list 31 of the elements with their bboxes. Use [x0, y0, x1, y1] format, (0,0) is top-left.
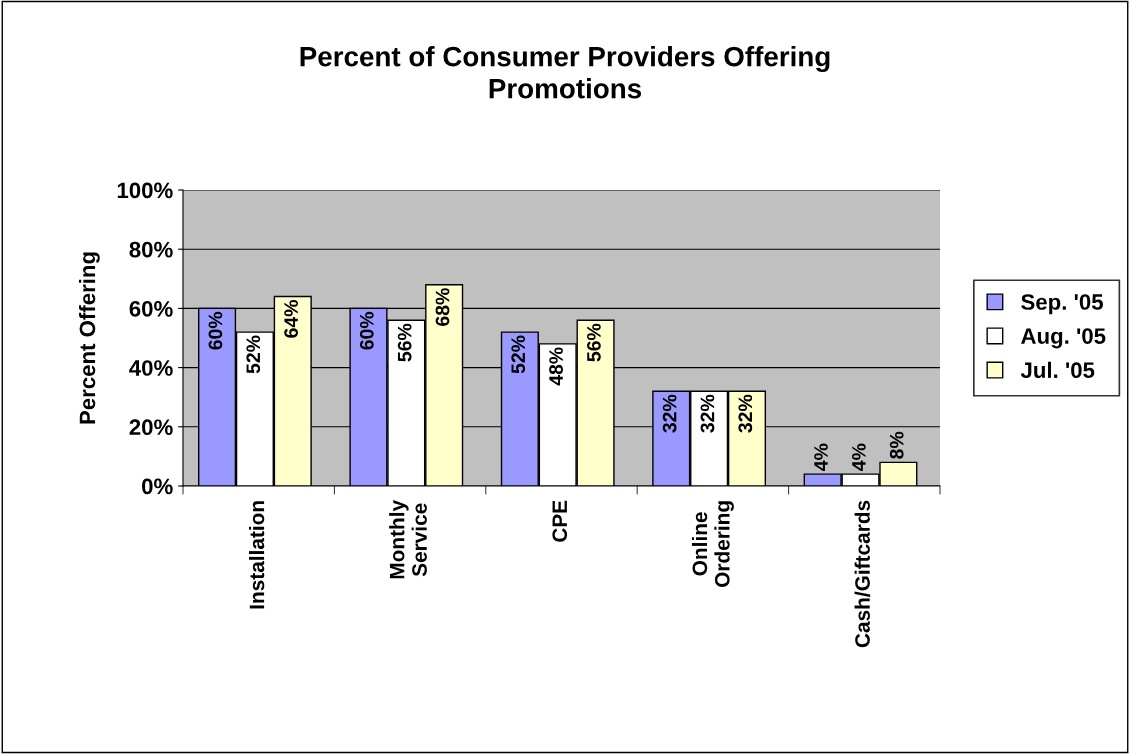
y-tick-label: 100% — [117, 182, 173, 199]
y-tick-label: 0% — [142, 478, 173, 495]
x-tick-label: Online Ordering — [691, 501, 734, 587]
legend-label: Sep. '05 — [1021, 294, 1103, 315]
x-tick-label: Installation — [248, 501, 265, 609]
y-axis-title: Percent Offering — [78, 252, 100, 424]
data-label: 4% — [814, 443, 828, 471]
data-label: 32% — [700, 394, 715, 433]
data-label: 56% — [587, 323, 601, 362]
data-label: 52% — [511, 335, 526, 374]
chart-title: Percent of Consumer Providers Offering Promotions — [300, 46, 830, 99]
legend-label: Aug. '05 — [1021, 328, 1106, 349]
data-label: 32% — [662, 394, 677, 433]
data-label: 60% — [208, 311, 223, 350]
data-label: 68% — [435, 288, 450, 326]
data-label: 8% — [889, 431, 904, 459]
y-tick-label: 40% — [129, 360, 173, 376]
data-label: 52% — [246, 335, 261, 374]
data-label: 60% — [359, 311, 374, 350]
data-label: 56% — [397, 323, 412, 362]
data-label: 64% — [284, 300, 298, 338]
x-tick-label: Monthly Service — [389, 499, 427, 579]
y-tick-label: 60% — [129, 300, 173, 317]
data-label: 4% — [852, 443, 866, 471]
legend-label: Jul. '05 — [1020, 361, 1095, 379]
data-label: 32% — [738, 394, 753, 433]
x-tick-label: Cash/Giftcards — [854, 500, 871, 648]
data-label: 48% — [549, 347, 563, 386]
y-tick-label: 80% — [129, 241, 173, 258]
y-tick-label: 20% — [129, 419, 173, 436]
x-tick-label: CPE — [552, 500, 568, 542]
